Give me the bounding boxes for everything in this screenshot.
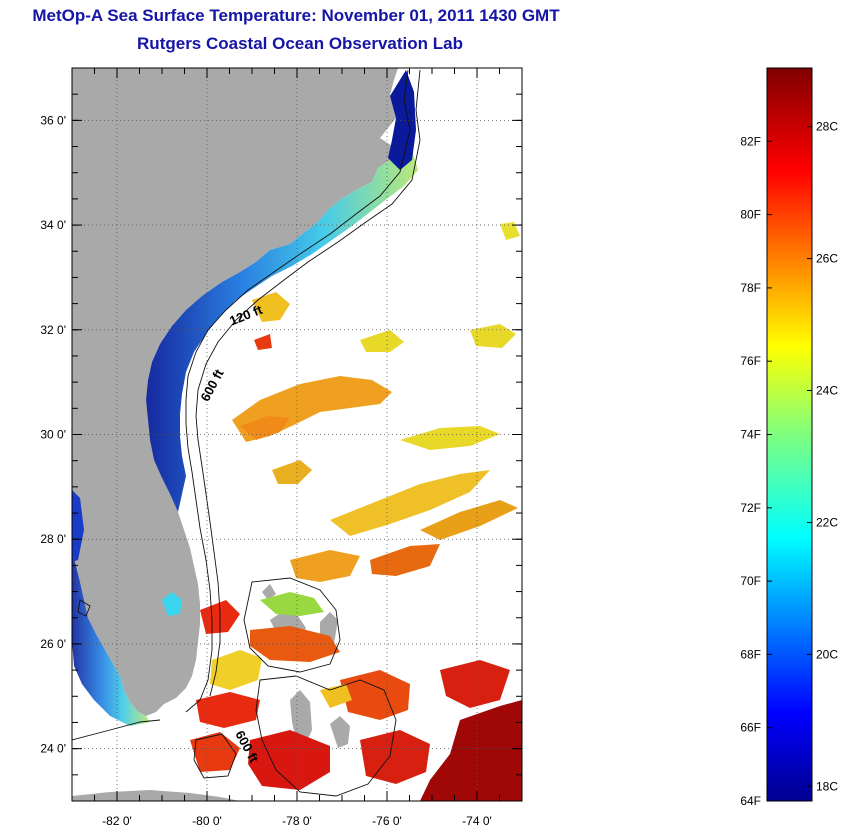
lat-tick-label: 24 0' xyxy=(40,742,66,756)
sst-coastal-band xyxy=(146,150,418,512)
sst-florida-west-blue xyxy=(72,490,84,562)
lat-tick-label: 26 0' xyxy=(40,637,66,651)
map-content xyxy=(72,68,522,801)
map-subtitle: Rutgers Coastal Ocean Observation Lab xyxy=(137,34,463,53)
lon-tick-label: -76 0' xyxy=(372,814,402,828)
lat-tick-label: 32 0' xyxy=(40,323,66,337)
longitude-axis: -82 0' -80 0' -78 0' -76 0' -74 0' xyxy=(71,68,523,828)
lat-tick-label: 34 0' xyxy=(40,218,66,232)
lon-tick-label: -74 0' xyxy=(462,814,492,828)
bathymetry-contours xyxy=(72,69,421,797)
lat-tick-label: 36 0' xyxy=(40,113,66,127)
land-us xyxy=(72,68,398,716)
lon-tick-label: -82 0' xyxy=(102,814,132,828)
lon-tick-label: -80 0' xyxy=(192,814,222,828)
map-title: MetOp-A Sea Surface Temperature: Novembe… xyxy=(32,6,560,25)
sst-cold-hatteras xyxy=(388,70,416,170)
latitude-axis: 36 0' 34 0' 32 0' 30 0' 28 0' 26 0' 24 0' xyxy=(40,67,522,802)
land-bahamas-5 xyxy=(262,584,276,600)
lat-tick-label: 28 0' xyxy=(40,532,66,546)
lat-tick-label: 30 0' xyxy=(40,428,66,442)
land-cuba xyxy=(72,790,240,801)
graticule xyxy=(72,68,522,801)
sst-warm-patches xyxy=(190,222,522,801)
lon-tick-label: -78 0' xyxy=(282,814,312,828)
lake-okeechobee xyxy=(162,592,182,616)
sst-florida-sw xyxy=(72,552,150,726)
land-bahamas-4 xyxy=(330,716,350,748)
